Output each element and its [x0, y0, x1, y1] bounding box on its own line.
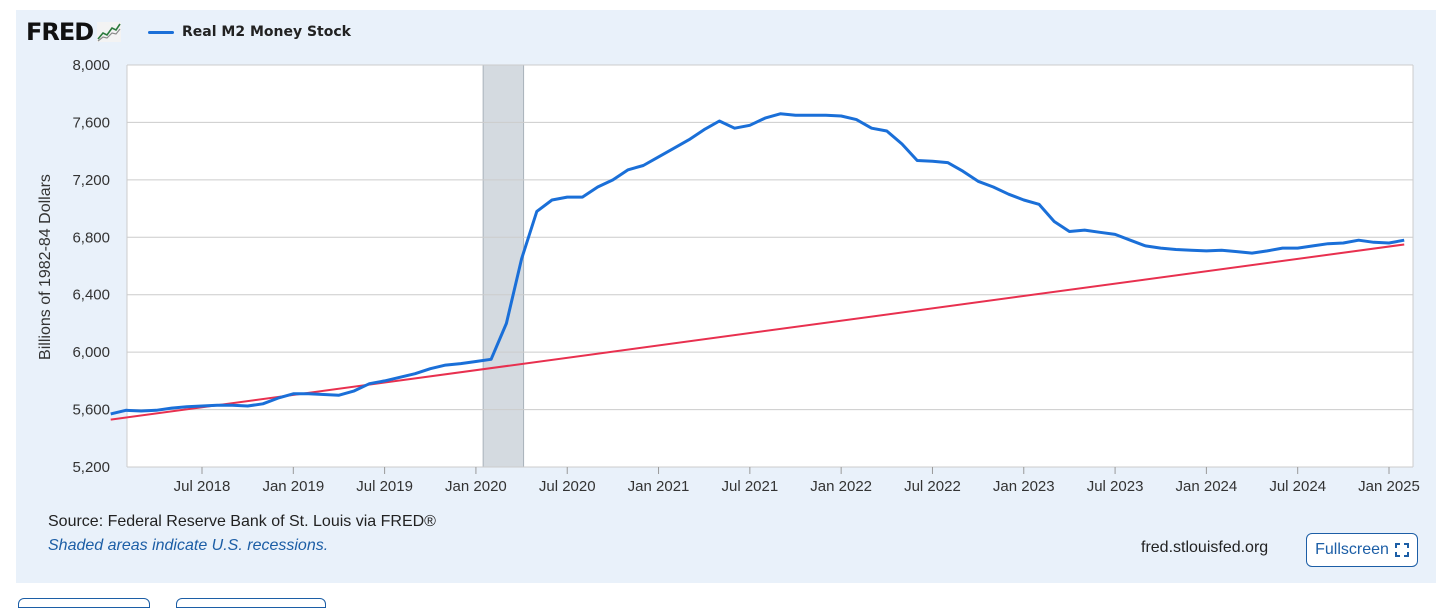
- fred-logo-text: FRED: [26, 18, 94, 46]
- fullscreen-button[interactable]: Fullscreen: [1306, 533, 1418, 567]
- y-tick-label: 8,000: [72, 57, 110, 74]
- x-tick-labels: Jul 2018 Jan 2019 Jul 2019 Jan 2020 Jul 2020…: [174, 467, 1420, 495]
- x-tick-label: Jul 2021: [721, 478, 778, 495]
- fred-logo[interactable]: FRED: [26, 18, 122, 46]
- x-tick-label: Jul 2020: [539, 478, 596, 495]
- x-tick-label: Jul 2018: [174, 478, 231, 495]
- site-url[interactable]: fred.stlouisfed.org: [1141, 539, 1269, 556]
- y-tick-label: 7,200: [72, 172, 110, 189]
- bottom-tab-left[interactable]: [18, 598, 150, 608]
- x-tick-label: Jul 2022: [904, 478, 961, 495]
- legend-swatch: [148, 30, 174, 34]
- expand-icon: [1394, 543, 1409, 557]
- x-tick-label: Jan 2021: [628, 478, 690, 495]
- grid-layer: [126, 64, 1414, 468]
- y-axis-label: Billions of 1982-84 Dollars: [37, 174, 54, 360]
- line-graph-icon: [97, 22, 122, 42]
- x-tick-label: Jan 2024: [1176, 478, 1238, 495]
- recession-layer: [127, 64, 1413, 468]
- trend-line: [110, 243, 1405, 421]
- x-tick-label: Jan 2019: [262, 478, 324, 495]
- y-tick-label: 6,800: [72, 229, 110, 246]
- fullscreen-label: Fullscreen: [1315, 541, 1389, 558]
- y-tick-label: 6,400: [72, 287, 110, 304]
- plot-background: [127, 65, 1413, 467]
- y-tick-labels: 5,200 5,600 6,000 6,400 6,800 7,200 7,600 8,000: [72, 57, 110, 476]
- chart-legend: Real M2 Money Stock: [148, 24, 351, 40]
- recession-shade: [482, 64, 525, 468]
- x-tick-label: Jan 2023: [993, 478, 1055, 495]
- y-tick-label: 6,000: [72, 344, 110, 361]
- trend-layer: [110, 243, 1405, 421]
- bottom-tab-right[interactable]: [176, 598, 326, 608]
- y-tick-label: 5,200: [72, 459, 110, 476]
- y-tick-label: 7,600: [72, 114, 110, 131]
- x-tick-label: Jul 2019: [356, 478, 413, 495]
- source-text: Source: Federal Reserve Bank of St. Loui…: [48, 513, 436, 530]
- recession-note: Shaded areas indicate U.S. recessions.: [48, 537, 329, 554]
- series-line-real-m2[interactable]: [110, 112, 1405, 416]
- series-layer: [110, 112, 1405, 416]
- legend-label: Real M2 Money Stock: [182, 24, 351, 40]
- x-tick-label: Jul 2023: [1087, 478, 1144, 495]
- y-tick-label: 5,600: [72, 402, 110, 419]
- x-tick-label: Jul 2024: [1269, 478, 1326, 495]
- x-tick-label: Jan 2025: [1358, 478, 1420, 495]
- x-tick-label: Jan 2022: [810, 478, 872, 495]
- x-tick-label: Jan 2020: [445, 478, 507, 495]
